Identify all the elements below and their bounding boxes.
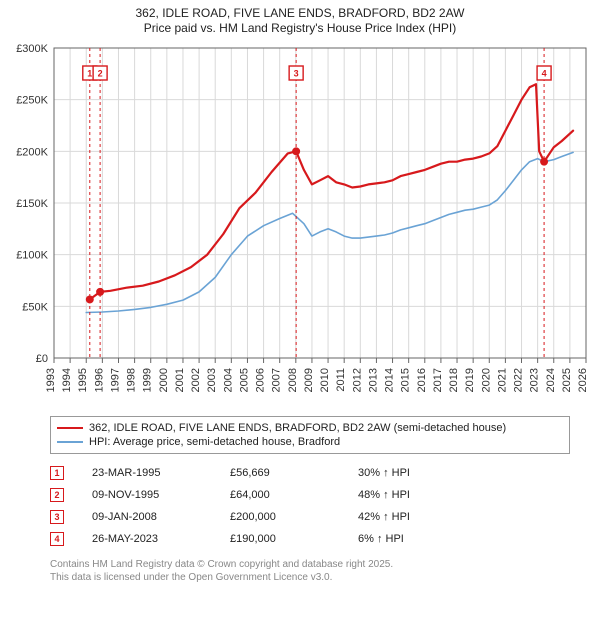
svg-text:2025: 2025 [561,368,573,392]
svg-text:1995: 1995 [77,368,89,392]
legend-item: 362, IDLE ROAD, FIVE LANE ENDS, BRADFORD… [57,421,563,435]
transaction-date: 26-MAY-2023 [92,533,202,545]
svg-text:2003: 2003 [206,368,218,392]
transaction-marker: 1 [50,466,64,480]
footer-line1: Contains HM Land Registry data © Crown c… [50,558,590,571]
svg-text:2009: 2009 [303,368,315,392]
svg-text:1997: 1997 [109,368,121,392]
svg-text:2015: 2015 [400,368,412,392]
svg-text:2: 2 [98,69,103,79]
svg-text:2010: 2010 [319,368,331,392]
svg-text:1998: 1998 [126,368,138,392]
svg-text:2002: 2002 [190,368,202,392]
svg-text:2026: 2026 [577,368,589,392]
transaction-row: 2 09-NOV-1995 £64,000 48% ↑ HPI [50,484,590,506]
transaction-diff: 30% ↑ HPI [358,467,468,479]
transaction-date: 23-MAR-1995 [92,467,202,479]
transaction-diff: 42% ↑ HPI [358,511,468,523]
svg-text:2001: 2001 [174,368,186,392]
svg-text:2021: 2021 [496,368,508,392]
svg-text:1994: 1994 [61,368,73,392]
svg-text:£0: £0 [36,353,48,365]
svg-text:2014: 2014 [384,368,396,392]
svg-text:4: 4 [542,69,547,79]
transaction-price: £190,000 [230,533,330,545]
svg-text:1: 1 [87,69,92,79]
transaction-price: £200,000 [230,511,330,523]
svg-text:3: 3 [294,69,299,79]
svg-text:2019: 2019 [464,368,476,392]
svg-text:£150K: £150K [16,198,48,210]
svg-text:2007: 2007 [271,368,283,392]
svg-text:1993: 1993 [45,368,57,392]
chart-title: 362, IDLE ROAD, FIVE LANE ENDS, BRADFORD… [10,6,590,36]
svg-text:2022: 2022 [513,368,525,392]
svg-text:2012: 2012 [351,368,363,392]
svg-text:£250K: £250K [16,95,48,107]
transactions-table: 1 23-MAR-1995 £56,669 30% ↑ HPI 2 09-NOV-1995… [50,462,590,550]
svg-text:2006: 2006 [255,368,267,392]
legend: 362, IDLE ROAD, FIVE LANE ENDS, BRADFORD… [50,416,570,454]
svg-text:2024: 2024 [545,368,557,392]
legend-label: HPI: Average price, semi-detached house,… [89,436,340,448]
svg-text:2008: 2008 [287,368,299,392]
transaction-row: 1 23-MAR-1995 £56,669 30% ↑ HPI [50,462,590,484]
title-line1: 362, IDLE ROAD, FIVE LANE ENDS, BRADFORD… [10,6,590,21]
transaction-marker: 4 [50,532,64,546]
price-chart: £0 £50K £100K £150K £200K £250K £300K 1993 1994 1… [10,40,590,410]
svg-text:2004: 2004 [222,368,234,392]
transaction-diff: 48% ↑ HPI [358,489,468,501]
transaction-date: 09-NOV-1995 [92,489,202,501]
transaction-marker: 2 [50,488,64,502]
svg-text:2005: 2005 [238,368,250,392]
svg-text:2013: 2013 [367,368,379,392]
svg-text:£50K: £50K [22,301,48,313]
transaction-date: 09-JAN-2008 [92,511,202,523]
title-line2: Price paid vs. HM Land Registry's House … [10,21,590,36]
footer-line2: This data is licensed under the Open Gov… [50,571,590,584]
svg-text:£100K: £100K [16,250,48,262]
legend-swatch [57,441,83,443]
transaction-price: £64,000 [230,489,330,501]
legend-swatch [57,427,83,429]
attribution-footer: Contains HM Land Registry data © Crown c… [50,558,590,584]
svg-text:2017: 2017 [432,368,444,392]
svg-text:2016: 2016 [416,368,428,392]
svg-text:2023: 2023 [529,368,541,392]
svg-text:2011: 2011 [335,368,347,392]
legend-item: HPI: Average price, semi-detached house,… [57,435,563,449]
chart-svg: £0 £50K £100K £150K £200K £250K £300K 1993 1994 1… [10,40,590,410]
svg-text:2000: 2000 [158,368,170,392]
transaction-price: £56,669 [230,467,330,479]
svg-text:£300K: £300K [16,43,48,55]
svg-text:2018: 2018 [448,368,460,392]
legend-label: 362, IDLE ROAD, FIVE LANE ENDS, BRADFORD… [89,422,506,434]
svg-text:1996: 1996 [93,368,105,392]
svg-text:2020: 2020 [480,368,492,392]
transaction-marker: 3 [50,510,64,524]
svg-text:1999: 1999 [142,368,154,392]
transaction-diff: 6% ↑ HPI [358,533,468,545]
svg-text:£200K: £200K [16,146,48,158]
transaction-row: 3 09-JAN-2008 £200,000 42% ↑ HPI [50,506,590,528]
transaction-row: 4 26-MAY-2023 £190,000 6% ↑ HPI [50,528,590,550]
